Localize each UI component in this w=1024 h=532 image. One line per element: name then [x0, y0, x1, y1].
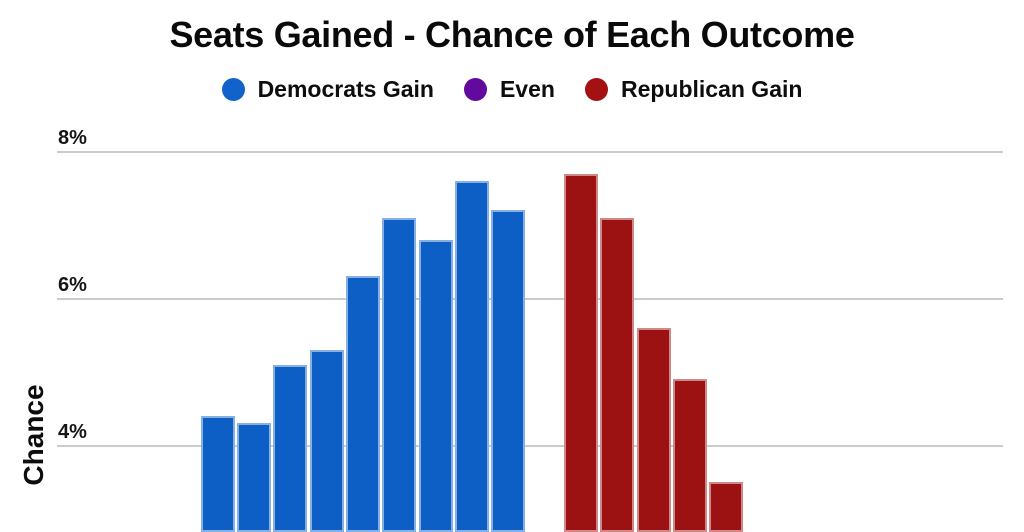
bar-republican-gain [636, 327, 671, 532]
chart-legend: Democrats Gain Even Republican Gain [0, 76, 1024, 103]
legend-color-dot-icon [584, 78, 608, 101]
legend-item-republican-gain: Republican Gain [584, 76, 803, 103]
y-tick-label: 6% [58, 273, 87, 296]
bar-republican-gain [709, 482, 744, 532]
seats-gained-chart: Seats Gained - Chance of Each Outcome De… [0, 14, 1024, 532]
bar-democrats-gain [345, 276, 380, 532]
legend-color-dot-icon [221, 78, 245, 101]
bar-republican-gain [564, 173, 598, 532]
gridline-6% [57, 297, 1003, 300]
bar-republican-gain [673, 379, 708, 532]
y-tick-label: 4% [58, 420, 87, 443]
legend-item-democrats-gain: Democrats Gain [221, 76, 434, 103]
bar-republican-gain [600, 217, 635, 532]
legend-item-label: Republican Gain [620, 76, 803, 102]
legend-color-dot-icon [463, 78, 487, 101]
legend-item-label: Even [499, 76, 555, 102]
bar-democrats-gain [454, 180, 489, 532]
bar-democrats-gain [491, 210, 526, 532]
bar-democrats-gain [200, 416, 235, 532]
gridline-4% [57, 444, 1003, 447]
bar-democrats-gain [273, 364, 308, 532]
legend-item-label: Democrats Gain [257, 76, 434, 102]
bar-democrats-gain [382, 217, 417, 532]
chart-title: Seats Gained - Chance of Each Outcome [169, 14, 855, 55]
legend-item-even: Even [463, 76, 555, 103]
y-tick-label: 8% [58, 126, 87, 149]
gridline-8% [57, 150, 1003, 153]
bar-democrats-gain [236, 423, 271, 532]
bar-democrats-gain [309, 349, 344, 532]
bar-democrats-gain [418, 239, 453, 532]
plot-area: 8% 6% 4% [57, 126, 1003, 532]
